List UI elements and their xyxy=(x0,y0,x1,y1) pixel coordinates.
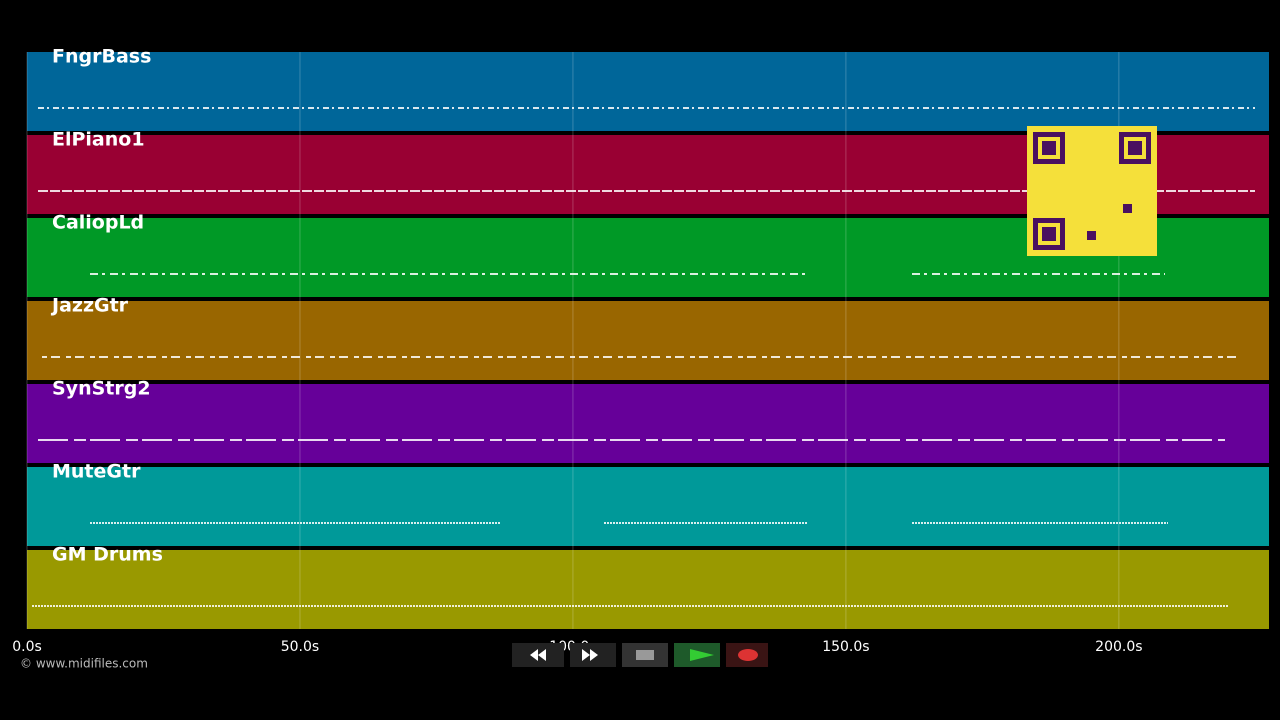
x-tick-label: 150.0s xyxy=(822,639,869,655)
qr-code xyxy=(1027,126,1157,256)
transport xyxy=(512,643,768,667)
track-lane xyxy=(27,301,1269,380)
track-lane xyxy=(27,52,1269,131)
x-tick-label: 0.0s xyxy=(12,639,42,655)
copyright: © www.midifiles.com xyxy=(20,657,148,671)
track-name: SynStrg2 xyxy=(52,378,151,400)
track-name: GM Drums xyxy=(52,544,163,566)
stop-icon xyxy=(636,650,654,660)
play-icon xyxy=(690,649,714,661)
track-name: FngrBass xyxy=(52,46,151,68)
track-name: ElPiano1 xyxy=(52,129,145,151)
x-tick-label: 200.0s xyxy=(1095,639,1142,655)
track-name: MuteGtr xyxy=(52,461,141,483)
x-tick-label: 50.0s xyxy=(281,639,319,655)
track-lane xyxy=(27,467,1269,546)
record-icon xyxy=(738,649,758,661)
track-name: JazzGtr xyxy=(50,295,129,317)
forward-icon xyxy=(582,649,598,661)
track-lane xyxy=(27,384,1269,463)
rewind-icon xyxy=(530,649,546,661)
track-lane xyxy=(27,550,1269,629)
track-name: CaliopLd xyxy=(52,212,144,234)
